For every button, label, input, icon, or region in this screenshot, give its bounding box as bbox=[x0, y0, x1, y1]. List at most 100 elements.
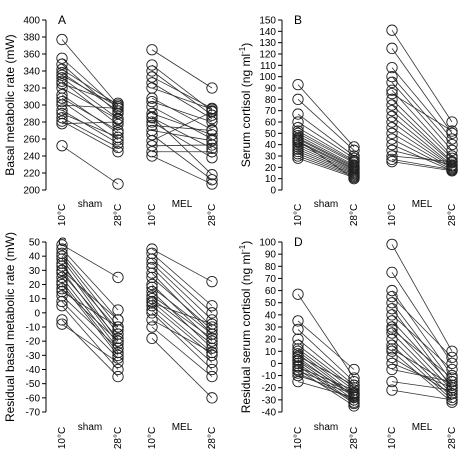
data-point-10c bbox=[386, 150, 398, 162]
data-point-10c bbox=[292, 315, 304, 327]
data-point-28c bbox=[112, 335, 124, 347]
data-point-10c bbox=[292, 350, 304, 362]
pair-line bbox=[297, 144, 355, 172]
data-point-10c bbox=[386, 343, 398, 355]
x-category-label: 28°C bbox=[349, 204, 360, 226]
panel-letter: A bbox=[58, 13, 66, 27]
data-point-28c bbox=[206, 139, 218, 151]
data-point-28c bbox=[446, 159, 458, 171]
pair-line bbox=[151, 301, 213, 353]
data-point-10c bbox=[386, 363, 398, 376]
data-point-10c bbox=[146, 129, 158, 141]
data-point-10c bbox=[56, 318, 68, 330]
pair-line bbox=[61, 277, 119, 349]
pair-line bbox=[61, 109, 119, 144]
data-point-10c bbox=[56, 58, 68, 70]
data-point-10c bbox=[386, 290, 398, 303]
y-axis-label-text: Residual serum cortisol (ng ml bbox=[239, 252, 253, 413]
y-tick-label: 30 bbox=[29, 266, 41, 277]
pair-line bbox=[61, 120, 119, 153]
data-point-28c bbox=[446, 382, 458, 394]
y-tick-label: 40 bbox=[29, 252, 41, 263]
data-point-10c bbox=[386, 297, 398, 309]
data-point-28c bbox=[348, 386, 360, 399]
pair-line bbox=[297, 372, 355, 401]
group-sham: sham 10°C 28°C bbox=[292, 78, 360, 226]
y-tick-label: 80 bbox=[265, 262, 277, 273]
y-tick-label: 360 bbox=[23, 50, 40, 61]
data-point-10c bbox=[146, 77, 158, 89]
x-category-label: 28°C bbox=[113, 204, 124, 226]
y-tick-label: 90 bbox=[265, 84, 277, 95]
data-point-28c bbox=[112, 363, 124, 376]
data-point-10c bbox=[292, 136, 304, 149]
pair-line bbox=[61, 305, 119, 370]
data-point-28c bbox=[446, 379, 458, 391]
y-tick-label: -50 bbox=[26, 379, 41, 390]
data-point-10c bbox=[386, 323, 398, 336]
pair-line bbox=[391, 67, 453, 140]
y-axis-label-text: Serum cortisol (ng ml bbox=[239, 54, 253, 167]
data-point-28c bbox=[348, 394, 360, 406]
y-tick-label: -20 bbox=[262, 383, 277, 394]
data-point-28c bbox=[206, 356, 218, 369]
y-tick-label: 90 bbox=[265, 250, 277, 261]
pair-line bbox=[297, 151, 355, 175]
group-label: sham bbox=[314, 422, 338, 433]
data-point-28c bbox=[348, 379, 360, 391]
data-point-28c bbox=[446, 396, 458, 408]
data-point-10c bbox=[56, 278, 68, 291]
data-point-10c bbox=[386, 105, 398, 117]
y-axis-label-text: Residual basal metabolic rate (mW) bbox=[3, 232, 17, 422]
pair-line bbox=[391, 110, 453, 164]
x-category-label: 28°C bbox=[207, 204, 218, 226]
pair-line bbox=[151, 116, 213, 175]
data-point-10c bbox=[56, 260, 68, 272]
data-point-10c bbox=[292, 152, 304, 164]
data-point-10c bbox=[386, 384, 398, 396]
data-point-10c bbox=[386, 76, 398, 88]
data-point-28c bbox=[206, 338, 218, 350]
data-point-28c bbox=[112, 328, 124, 340]
data-point-10c bbox=[292, 148, 304, 160]
data-point-10c bbox=[386, 238, 398, 251]
y-axis-label-text: Basal metabolic rate (mW) bbox=[3, 34, 17, 175]
data-point-10c bbox=[146, 332, 158, 344]
pair-line bbox=[391, 116, 453, 166]
data-point-28c bbox=[446, 133, 458, 145]
data-point-10c bbox=[146, 247, 158, 259]
y-tick-label: 0 bbox=[34, 308, 40, 319]
data-point-10c bbox=[146, 107, 158, 120]
data-point-10c bbox=[56, 75, 68, 87]
data-point-10c bbox=[146, 271, 158, 284]
pair-line bbox=[151, 111, 213, 142]
data-point-28c bbox=[446, 357, 458, 370]
data-point-10c bbox=[386, 153, 398, 166]
pair-line bbox=[61, 74, 119, 108]
data-point-28c bbox=[112, 332, 124, 344]
y-tick-label: 70 bbox=[265, 106, 277, 117]
pair-line bbox=[297, 139, 355, 179]
x-category-label: 10°C bbox=[57, 204, 68, 226]
data-point-10c bbox=[386, 156, 398, 168]
group-label: sham bbox=[78, 199, 102, 210]
pair-line bbox=[297, 130, 355, 163]
data-point-28c bbox=[112, 349, 124, 361]
group-mel: MEL 10°C 28°C bbox=[386, 24, 458, 226]
pair-line bbox=[297, 99, 355, 151]
data-point-28c bbox=[206, 300, 218, 312]
data-point-10c bbox=[292, 145, 304, 158]
data-point-28c bbox=[112, 118, 124, 131]
pair-line bbox=[391, 104, 453, 162]
data-point-10c bbox=[56, 33, 68, 46]
y-tick-label: 50 bbox=[29, 238, 41, 249]
y-tick-label: 140 bbox=[259, 27, 276, 38]
y-tick-label: 10 bbox=[265, 174, 277, 185]
data-point-28c bbox=[348, 363, 360, 376]
pair-line bbox=[391, 76, 453, 145]
data-point-28c bbox=[446, 165, 458, 177]
y-axis-label-superscript: -1 bbox=[238, 46, 247, 54]
data-point-10c bbox=[56, 67, 68, 79]
pair-line bbox=[391, 93, 453, 132]
y-tick-label: 200 bbox=[23, 186, 40, 197]
